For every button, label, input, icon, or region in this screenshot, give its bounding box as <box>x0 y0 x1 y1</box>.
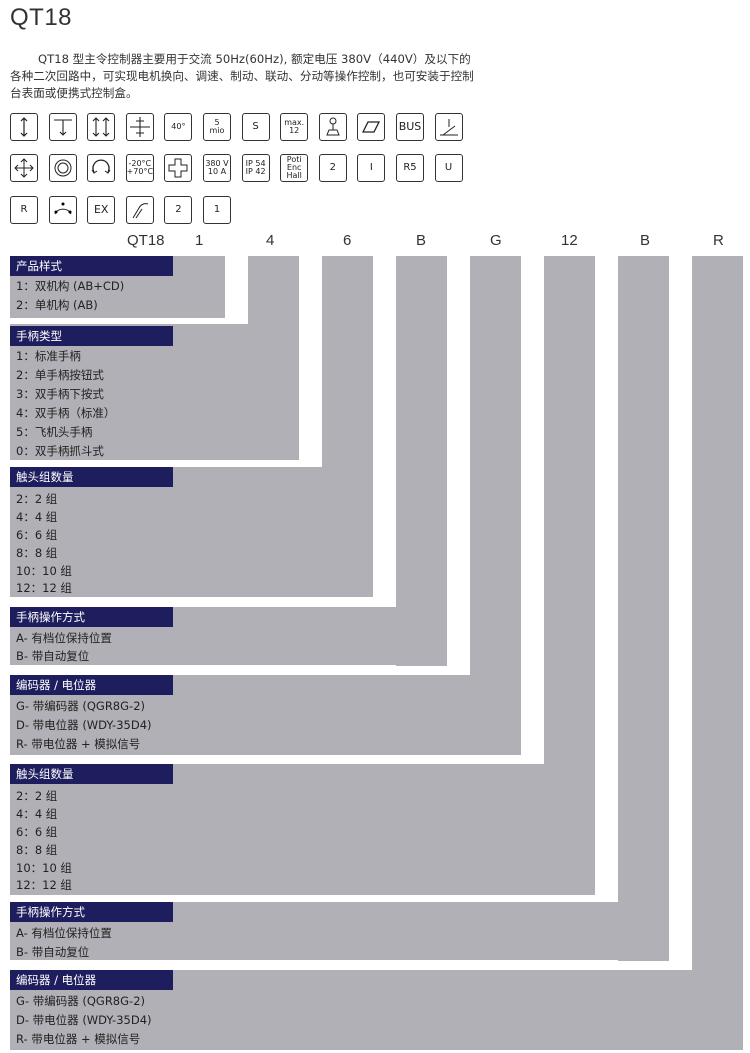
option-item: R- 带电位器 + 模拟信号 <box>16 737 141 751</box>
code-digit-8: R <box>713 232 724 249</box>
panel-mount-icon <box>357 113 386 141</box>
option-item: 2：单手柄按钮式 <box>16 368 104 382</box>
four-way-arrow-icon <box>87 113 116 141</box>
connector-column-8 <box>692 256 743 1050</box>
option-item: 3：双手柄下按式 <box>16 387 104 401</box>
option-item: 4：双手柄（标准） <box>16 406 116 420</box>
handle-top-1-icon: 1 <box>203 196 231 224</box>
bus-icon: BUS <box>396 113 424 141</box>
mio-5-icon: 5 mio <box>203 113 231 141</box>
poti-enc-hall-icon: Poti Enc Hall <box>280 154 309 182</box>
cross-gate-icon <box>125 113 154 141</box>
cross-outline-icon <box>164 154 193 182</box>
r5-icon: R5 <box>396 154 424 182</box>
option-item: 1：标准手柄 <box>16 349 81 363</box>
code-digit-3: 6 <box>343 232 352 249</box>
option-item: A- 有档位保持位置 <box>16 926 112 940</box>
pedal-icon <box>434 113 463 141</box>
temperature-40-icon: 40° <box>164 113 193 141</box>
connector-column-7 <box>618 256 669 961</box>
handle-2-icon: 2 <box>318 154 347 182</box>
switch-s-icon: S <box>241 113 270 141</box>
code-digit-6: 12 <box>561 232 578 249</box>
section-body-contact-groups-2 <box>10 764 595 895</box>
updown-arrow-icon <box>10 113 38 141</box>
ex-icon: EX <box>87 196 116 224</box>
section-title-operation-mode-2: 手柄操作方式 <box>10 902 173 922</box>
section-body-contact-groups <box>10 467 373 597</box>
grip-icon <box>125 196 154 224</box>
ring-icon <box>48 154 77 182</box>
option-item: 12：12 组 <box>16 878 72 892</box>
option-item: 4：4 组 <box>16 510 58 524</box>
spring-return-icon <box>48 113 77 141</box>
option-item: 1：双机构 (AB+CD) <box>16 279 125 293</box>
connector-column-3 <box>322 256 373 488</box>
option-item: 8：8 组 <box>16 546 58 560</box>
option-item: 6：6 组 <box>16 825 58 839</box>
section-title-encoder-2: 编码器 / 电位器 <box>10 970 173 990</box>
code-digit-1: 1 <box>195 232 204 249</box>
code-digit-7: B <box>640 232 651 249</box>
gauge-r-icon: R <box>10 196 38 224</box>
section-title-contact-groups: 触头组数量 <box>10 467 173 487</box>
option-item: D- 带电位器 (WDY-35D4) <box>16 718 152 732</box>
handle-top-2-icon: 2 <box>164 196 193 224</box>
connector-column-5 <box>470 256 521 694</box>
option-item: B- 带自动复位 <box>16 945 90 959</box>
max-12-icon: max. 12 <box>280 113 309 141</box>
option-item: 10：10 组 <box>16 861 72 875</box>
option-item: 0：双手柄抓斗式 <box>16 444 104 458</box>
voltage-current-icon: 380 V 10 A <box>203 154 231 182</box>
code-digit-4: B <box>416 232 427 249</box>
gauge-i-icon: I <box>357 154 386 182</box>
connector-column-4 <box>396 256 447 666</box>
code-digit-2: 4 <box>266 232 275 249</box>
option-item: 2：2 组 <box>16 789 58 803</box>
temperature-range-icon: -20°C +70°C <box>125 154 154 182</box>
code-series: QT18 <box>127 232 165 249</box>
section-title-operation-mode: 手柄操作方式 <box>10 607 173 627</box>
option-item: D- 带电位器 (WDY-35D4) <box>16 1013 152 1027</box>
section-title-contact-groups-2: 触头组数量 <box>10 764 173 784</box>
rotary-icon <box>87 154 116 182</box>
option-item: 6：6 组 <box>16 528 58 542</box>
intro-paragraph: QT18 型主令控制器主要用于交流 50Hz(60Hz), 额定电压 380V（… <box>10 52 474 100</box>
ip-rating-icon: IP 54 IP 42 <box>241 154 270 182</box>
option-item: 4：4 组 <box>16 807 58 821</box>
option-item: 2：2 组 <box>16 492 58 506</box>
option-item: R- 带电位器 + 模拟信号 <box>16 1032 141 1046</box>
option-item: 10：10 组 <box>16 564 72 578</box>
section-title-product-style: 产品样式 <box>10 256 173 276</box>
product-title: QT18 <box>10 4 73 31</box>
option-item: 5：飞机头手柄 <box>16 425 93 439</box>
option-item: 2：单机构 (AB) <box>16 298 98 312</box>
cross-arrows-icon <box>10 154 38 182</box>
option-item: B- 带自动复位 <box>16 649 90 663</box>
section-title-handle-type: 手柄类型 <box>10 326 173 346</box>
option-item: 8：8 组 <box>16 843 58 857</box>
option-item: G- 带编码器 (QGR8G-2) <box>16 994 145 1008</box>
arc-dots-icon <box>48 196 77 224</box>
joystick-icon <box>318 113 347 141</box>
section-body-handle-type <box>10 324 299 460</box>
gauge-u-icon: U <box>434 154 463 182</box>
code-digit-5: G <box>490 232 502 249</box>
option-item: 12：12 组 <box>16 581 72 595</box>
section-title-encoder: 编码器 / 电位器 <box>10 675 173 695</box>
option-item: G- 带编码器 (QGR8G-2) <box>16 699 145 713</box>
option-item: A- 有档位保持位置 <box>16 631 112 645</box>
